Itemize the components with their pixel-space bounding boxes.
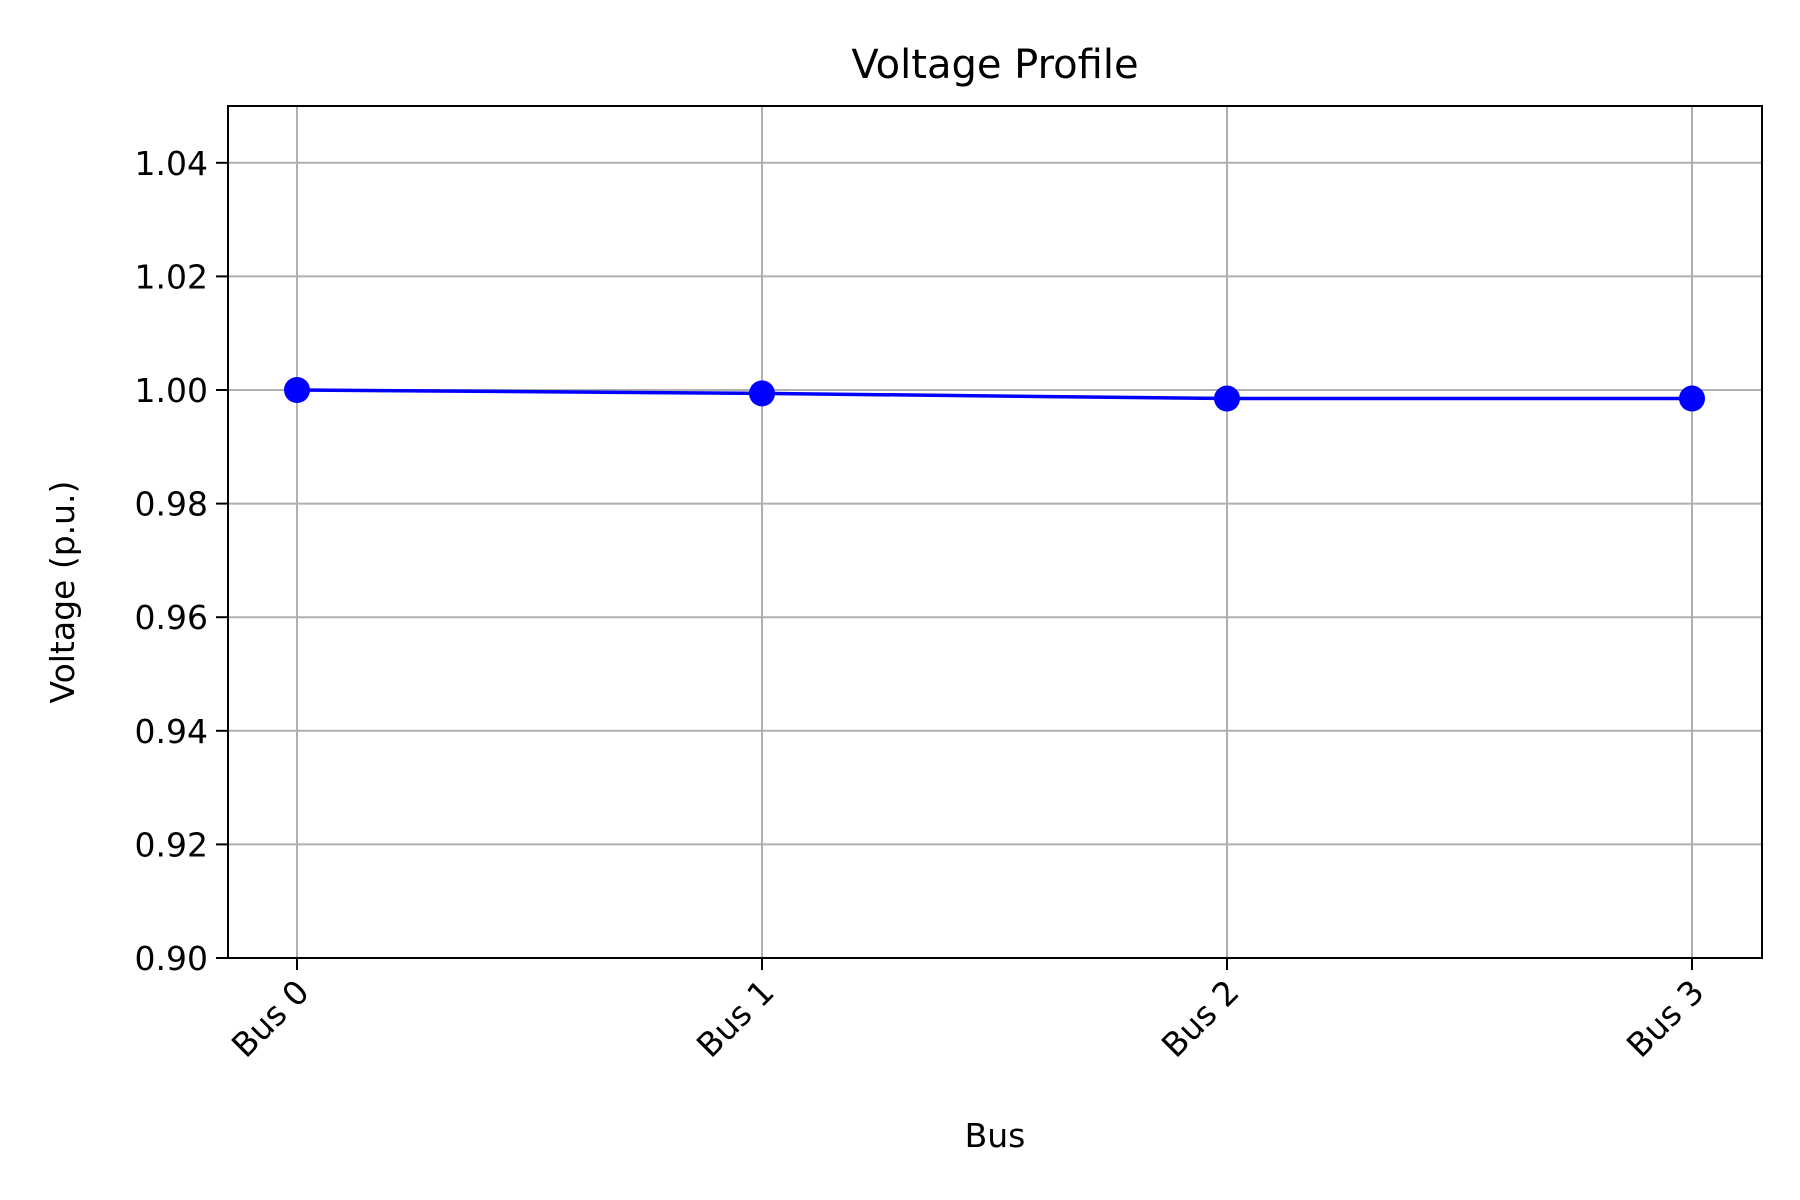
voltage-point (749, 380, 775, 407)
grid-layer (228, 106, 1762, 959)
chart-title: Voltage Profile (851, 42, 1138, 88)
voltage-point (284, 377, 310, 403)
y-tick-label: 1.00 (135, 371, 208, 410)
y-tick-label: 0.90 (135, 939, 208, 978)
label-layer: Voltage Profile Bus Voltage (p.u.) 0.90 0… (43, 42, 1712, 1155)
plot-frame (227, 105, 1763, 959)
y-tick-label: 1.02 (135, 257, 208, 296)
series-layer (284, 377, 1705, 412)
x-tick-label: Bus 0 (224, 972, 317, 1065)
voltage-point (1214, 385, 1240, 412)
x-tick-label: Bus 1 (689, 972, 782, 1065)
x-axis-title: Bus (965, 1116, 1026, 1155)
x-tick-label: Bus 2 (1154, 972, 1247, 1065)
axes-layer (216, 105, 1763, 970)
y-tick-label: 1.04 (135, 144, 208, 183)
x-tick-label: Bus 3 (1619, 972, 1712, 1065)
voltage-series-line (295, 388, 1694, 401)
y-tick-label: 0.98 (135, 485, 208, 524)
y-axis-title: Voltage (p.u.) (43, 481, 82, 704)
y-tick-label: 0.94 (135, 712, 208, 751)
voltage-point (1679, 385, 1705, 412)
y-tick-label: 0.92 (135, 825, 208, 864)
y-tick-label: 0.96 (135, 598, 208, 637)
